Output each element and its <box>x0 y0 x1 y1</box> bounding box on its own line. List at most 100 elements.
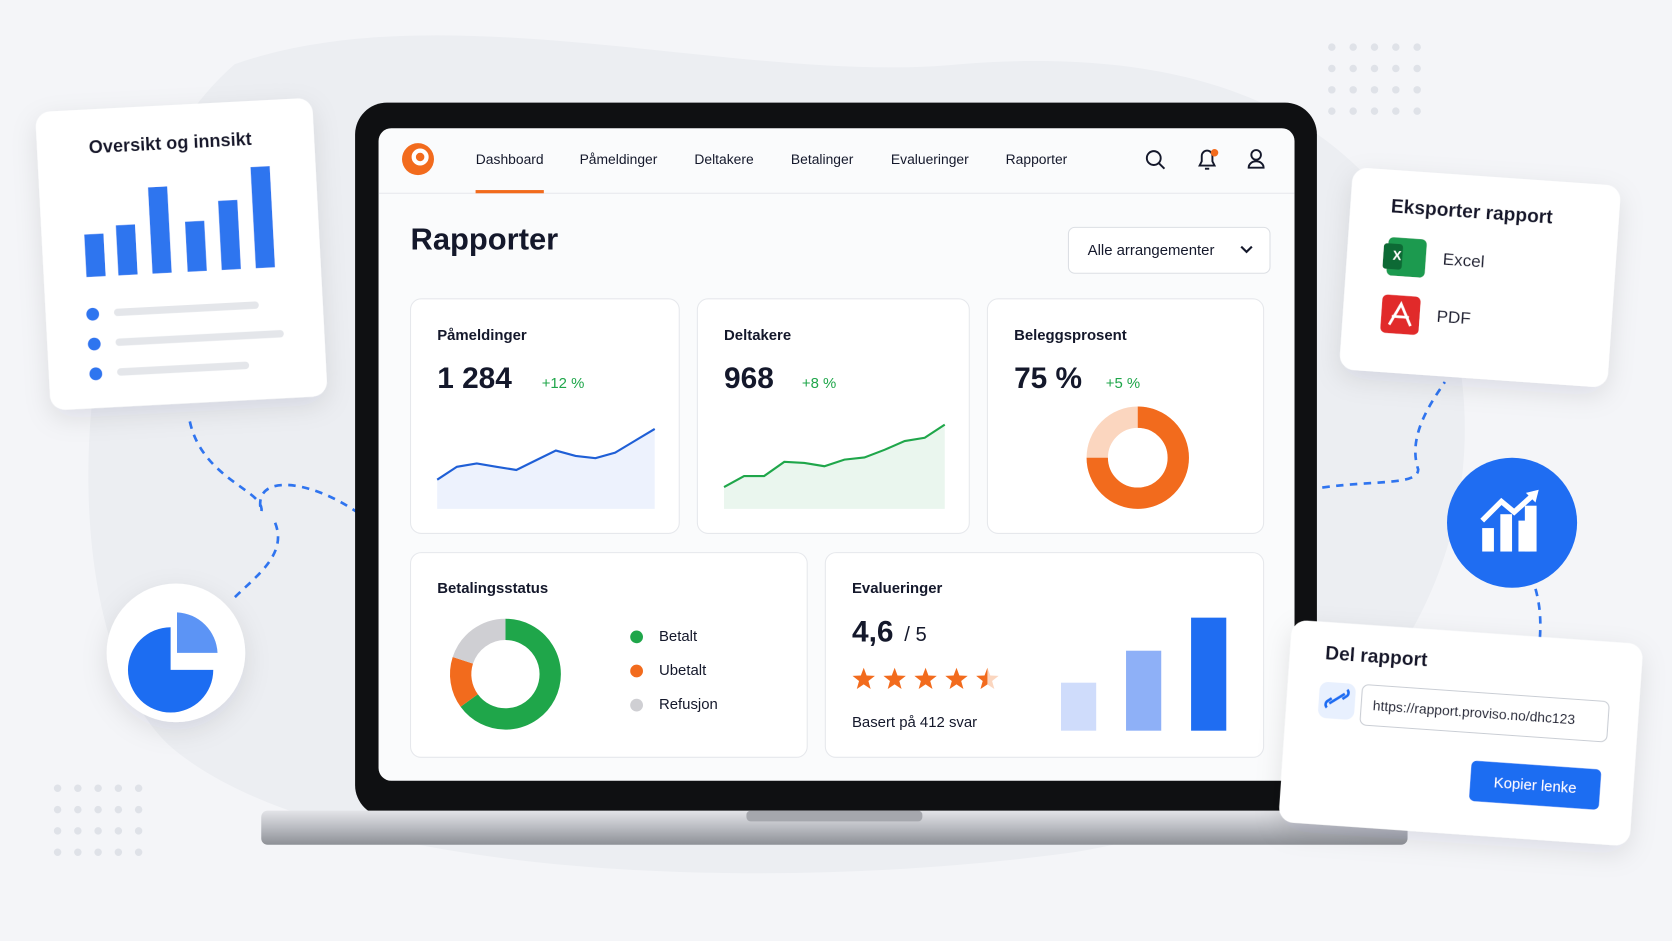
kpi-value: 75 % <box>1014 362 1082 395</box>
dot <box>94 805 102 814</box>
dot <box>1370 107 1379 115</box>
rating-score: 4,6 <box>852 616 894 649</box>
dot <box>94 848 102 856</box>
legend-swatch <box>630 664 643 678</box>
export-card: Eksporter rapport X Excel PDF <box>1339 168 1621 387</box>
dot <box>1370 43 1379 51</box>
user-icon[interactable] <box>1247 149 1265 169</box>
nav-item[interactable]: Betalinger <box>791 151 854 167</box>
rating-bar <box>1060 682 1097 731</box>
dot <box>1392 43 1400 51</box>
nav-item[interactable]: Rapporter <box>1006 151 1068 167</box>
copy-button[interactable] <box>1469 760 1602 810</box>
donut-segment <box>452 618 506 665</box>
dot <box>1349 64 1357 73</box>
dot <box>114 827 123 835</box>
card-title: Betalingsstatus <box>437 580 548 597</box>
rating-basis: Basert på 412 svar <box>852 714 977 731</box>
nav-item[interactable]: Påmeldinger <box>580 151 658 167</box>
logo-mark <box>411 148 429 166</box>
filter-dropdown[interactable]: Alle arrangementer <box>1067 226 1271 274</box>
kpi-change: +8 % <box>802 375 836 392</box>
excel-glyph: X <box>1392 248 1402 264</box>
dot <box>134 848 143 856</box>
legend-swatch <box>630 630 643 644</box>
notification-dot <box>1210 149 1219 157</box>
dot <box>53 784 62 792</box>
sparkline <box>436 427 656 481</box>
dot <box>74 848 82 856</box>
dot <box>114 784 123 792</box>
nav-item[interactable]: Deltakere <box>694 151 754 167</box>
dot <box>1370 64 1379 73</box>
bar-icon <box>84 166 275 278</box>
star <box>883 667 906 689</box>
page-title: Rapporter <box>411 221 559 256</box>
dot <box>1392 86 1400 94</box>
dot <box>1413 43 1421 51</box>
search-icon[interactable] <box>1145 150 1166 170</box>
dot <box>74 784 82 792</box>
nav-item[interactable]: Evalueringer <box>891 151 969 167</box>
dot-pattern <box>53 43 1421 856</box>
dot <box>1392 107 1400 115</box>
kpi-label: Deltakere <box>724 327 791 344</box>
url-field[interactable] <box>1359 684 1610 743</box>
bullet <box>86 307 100 321</box>
dot <box>1349 86 1357 94</box>
notification-icon[interactable] <box>1198 149 1217 170</box>
star <box>914 667 937 689</box>
star <box>945 667 968 689</box>
dot <box>1328 86 1336 94</box>
legend-label: Refusjon <box>659 696 718 713</box>
bullet <box>89 367 103 381</box>
dashed-arrows <box>188 381 1542 641</box>
kpi-label: Påmeldinger <box>437 327 527 344</box>
bullet <box>87 337 101 351</box>
growth-badge <box>1447 457 1578 588</box>
excel-option[interactable]: X Excel <box>1382 237 1486 282</box>
nav-item[interactable]: Dashboard <box>476 151 544 167</box>
pdf-option[interactable]: PDF <box>1380 294 1472 339</box>
dot <box>94 827 102 835</box>
sparkline-area <box>724 424 945 509</box>
donut-segment <box>460 618 561 730</box>
dot <box>53 827 62 835</box>
option-label: Excel <box>1442 249 1485 271</box>
dot <box>74 827 82 835</box>
pdf-glyph <box>1387 301 1412 327</box>
active-indicator <box>475 190 544 194</box>
link-icon <box>1318 682 1356 720</box>
dot <box>74 805 82 814</box>
dot <box>114 805 123 814</box>
card-title: Evalueringer <box>852 580 943 597</box>
kpi-value: 968 <box>724 362 774 395</box>
sparkline-area <box>437 428 655 509</box>
share-card: Del rapport https://rapport.proviso.no/d… <box>1279 620 1643 846</box>
stars <box>852 667 999 689</box>
donut-segment <box>450 657 479 707</box>
line <box>117 361 250 376</box>
dot <box>134 827 143 835</box>
chevron <box>1240 245 1253 254</box>
line <box>113 301 259 317</box>
dot <box>53 805 62 814</box>
dot <box>1328 64 1336 73</box>
navbar: Dashboard Påmeldinger Deltakere Betaling… <box>378 143 1295 194</box>
kpi-change: +12 % <box>542 375 585 392</box>
legend-label: Ubetalt <box>659 662 707 679</box>
dot <box>1328 107 1336 115</box>
dot <box>1349 43 1357 51</box>
dropdown-label: Alle arrangementer <box>1088 242 1215 259</box>
kpi-value: 1 284 <box>437 362 512 395</box>
kpi-change: +5 % <box>1106 375 1140 392</box>
overview-card: Oversikt og innsikt <box>35 98 327 410</box>
payment-card: Betalingsstatus <box>410 552 808 758</box>
legend-label: Betalt <box>659 628 698 645</box>
dot <box>53 848 62 856</box>
dot <box>1413 107 1421 115</box>
donut-segment <box>1086 406 1189 509</box>
kpi-label: Beleggsprosent <box>1014 327 1127 344</box>
dot <box>134 805 143 814</box>
